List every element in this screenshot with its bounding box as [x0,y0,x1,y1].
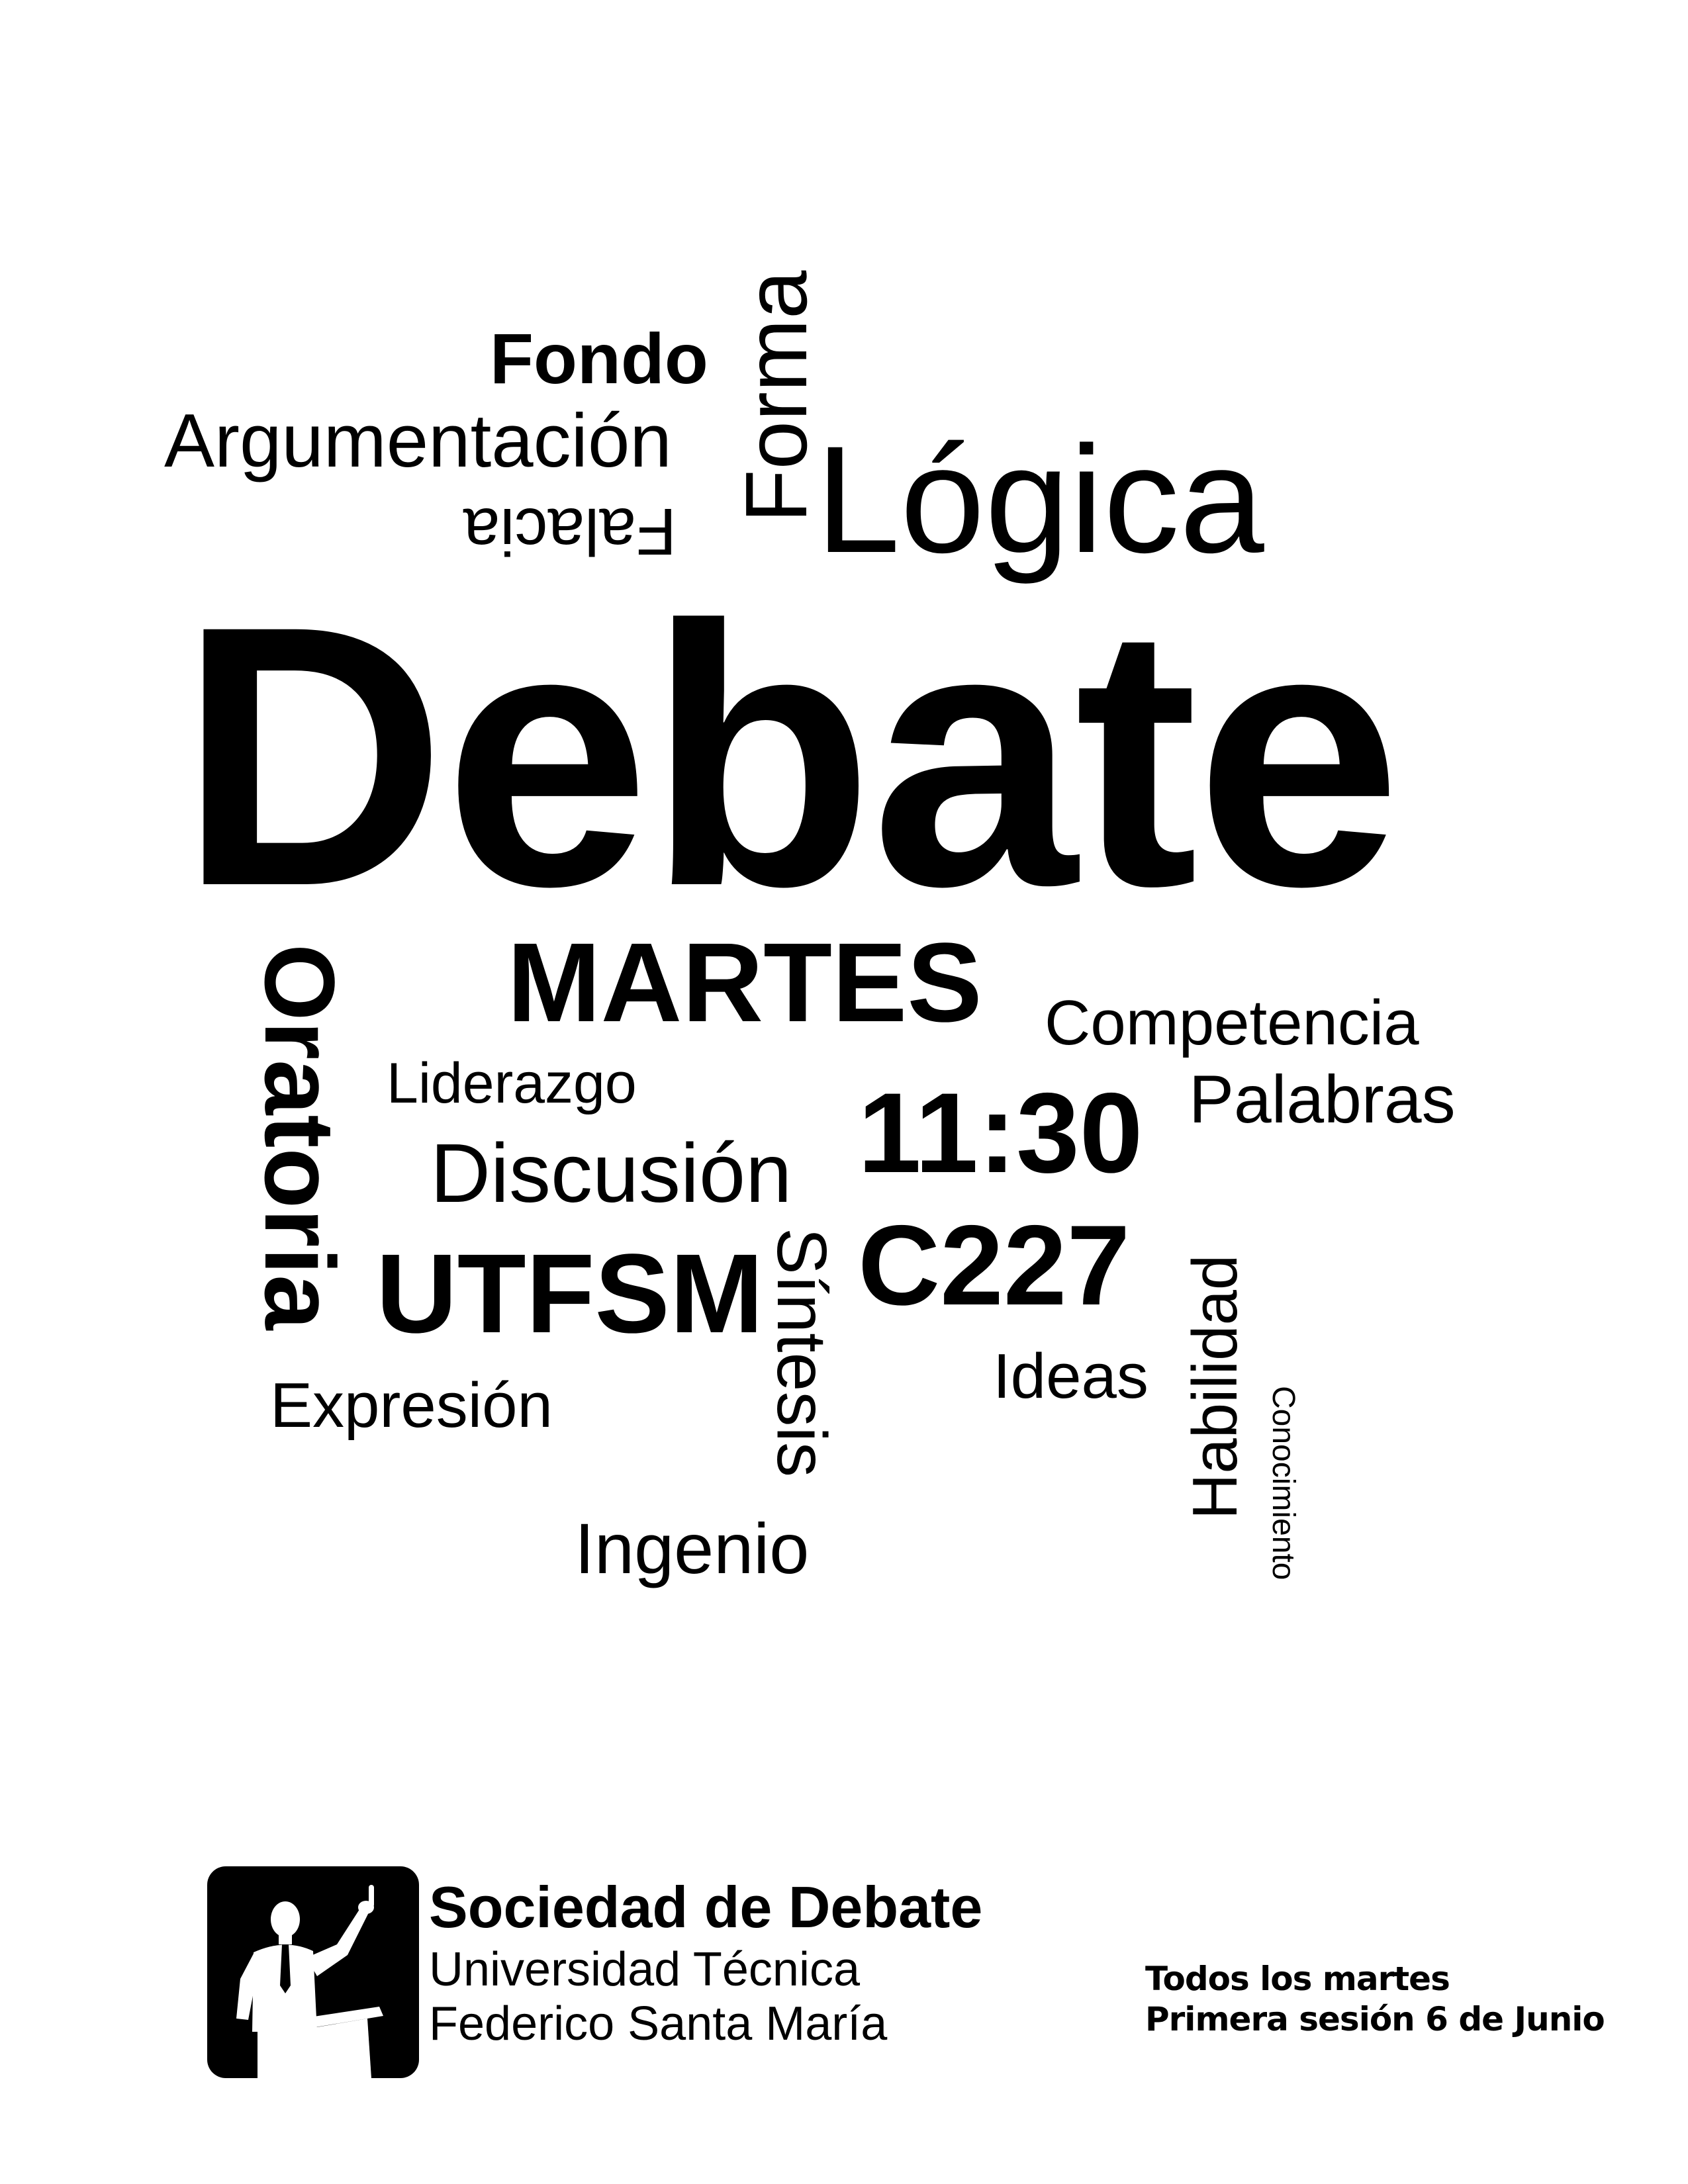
session-room: C227 [858,1202,1131,1329]
word-ideas: Ideas [993,1341,1149,1412]
word-discusion: Discusión [430,1126,792,1220]
word-oratoria: Oratoria [244,944,355,1330]
word-expresion: Expresión [270,1370,553,1441]
org-university-line2: Federico Santa María [429,1997,888,2050]
schedule-block: Todos los martes Primera sesión 6 de Jun… [1145,1959,1605,2040]
word-logica: Lógica [816,414,1264,584]
word-forma: Forma [727,270,825,523]
word-fondo: Fondo [490,318,708,398]
word-argumentacion: Argumentación [164,399,672,483]
word-utfsm: UTFSM [376,1231,764,1357]
word-liderazgo: Liderazgo [387,1052,637,1115]
word-conocimiento: Conocimiento [1266,1386,1301,1580]
org-university-line1: Universidad Técnica [429,1943,860,1996]
org-name: Sociedad de Debate [429,1874,983,1940]
word-palabras: Palabras [1189,1062,1456,1137]
word-martes: MARTES [507,920,982,1046]
word-habilidad: Habilidad [1180,1254,1250,1520]
word-ingenio: Ingenio [575,1508,810,1588]
speaker-at-podium-icon [207,1866,419,2078]
session-time: 11:30 [858,1069,1143,1197]
organization-block: Sociedad de Debate Universidad Técnica F… [429,1878,982,2054]
schedule-first-session: Primera sesión 6 de Junio [1145,2000,1605,2038]
schedule-weekly: Todos los martes [1145,1960,1450,1998]
word-sintesis: Síntesis [763,1228,841,1478]
word-competencia: Competencia [1045,987,1419,1058]
headline-debate: Debate [179,549,1401,963]
